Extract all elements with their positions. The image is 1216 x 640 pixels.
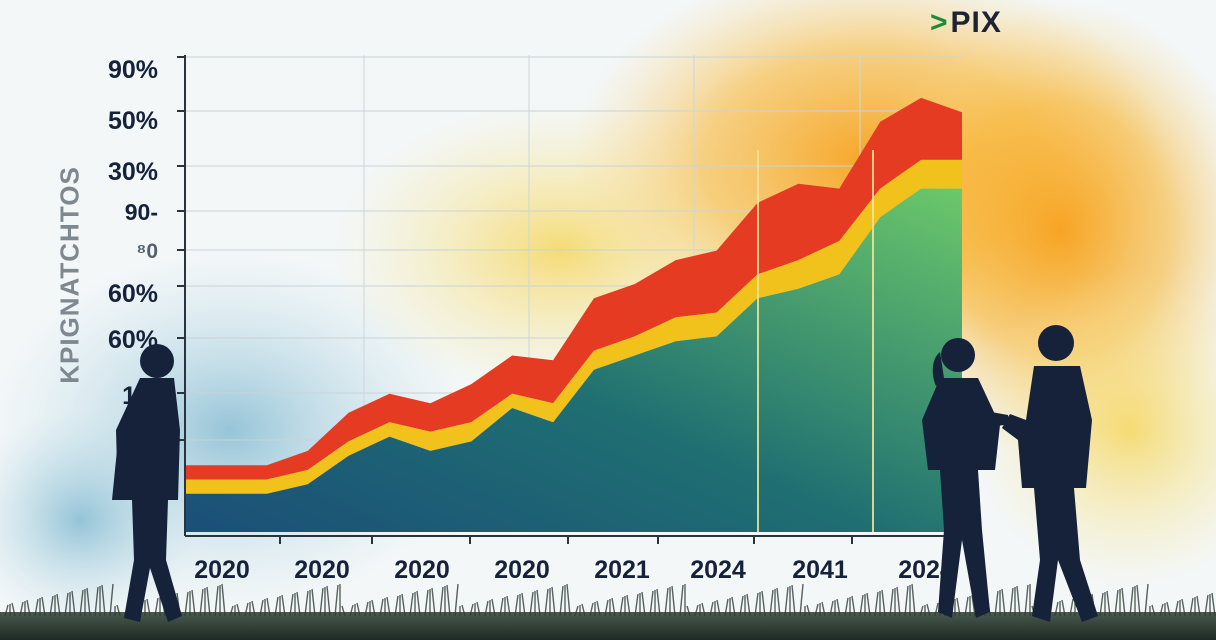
y-axis-title: KPIGNATCHTOS <box>54 166 85 384</box>
person-silhouette-woman <box>922 338 1010 618</box>
yellow-cloud <box>970 270 1216 590</box>
y-tick-label: 1 <box>122 382 136 410</box>
y-tick-label: 60% <box>107 280 158 308</box>
x-tick-label: 2024 <box>898 556 954 584</box>
x-tick-label: 2020 <box>294 556 350 584</box>
x-tick-label: 2024 <box>690 556 746 584</box>
axes <box>177 55 962 544</box>
area-series-2 <box>185 97 962 480</box>
logo-text: PIX <box>950 6 1002 39</box>
person-silhouette-left <box>112 344 182 622</box>
area-series-0 <box>185 188 962 532</box>
y-tick-label: 60% <box>107 326 158 354</box>
area-series-1 <box>185 159 962 494</box>
x-tick-label: 2041 <box>792 556 848 584</box>
arrow-icon: > <box>930 6 949 39</box>
y-tick-label: 50% <box>107 107 158 135</box>
grass <box>0 583 1216 640</box>
x-tick-label: 2020 <box>494 556 550 584</box>
brand-logo: >PIX <box>930 6 1002 40</box>
y-tick-label: 90- <box>124 199 158 225</box>
area-series <box>185 97 962 532</box>
x-tick-label: 2020 <box>394 556 450 584</box>
y-tick-label: 2 <box>122 425 136 453</box>
y-tick-label: 90% <box>107 56 158 84</box>
x-tick-label: 2021 <box>594 556 650 584</box>
y-tick-label: ⁸0 <box>136 240 158 263</box>
person-silhouette-man <box>1002 325 1098 622</box>
y-tick-label: 30% <box>107 158 158 186</box>
x-tick-label: 2020 <box>194 556 250 584</box>
